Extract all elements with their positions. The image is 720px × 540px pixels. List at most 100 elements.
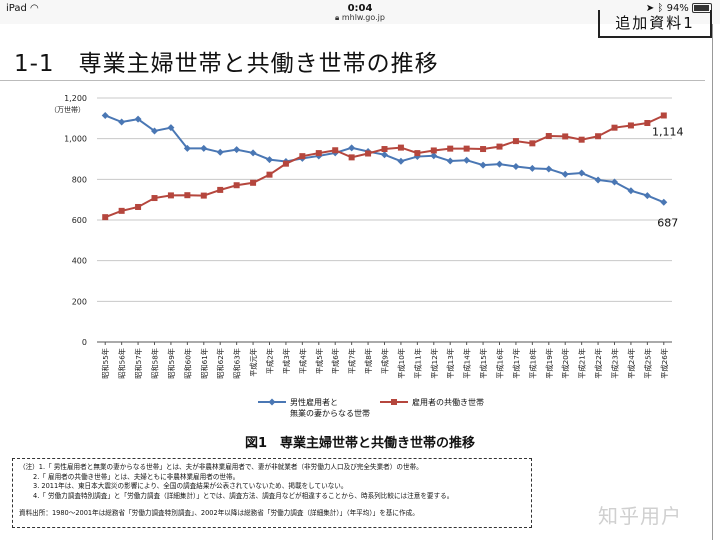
data-point [594,176,602,184]
data-point [447,145,454,152]
x-tick-label: 平成2年 [266,348,275,374]
notes-box: （注）1.「 男性雇用者と無業の妻からなる世帯」とは、夫が非農林業雇用者で、妻が… [12,458,532,528]
data-point [397,157,405,165]
x-tick-label: 平成3年 [282,348,291,374]
data-point [627,187,635,195]
figure-caption: 図1 専業主婦世帯と共働き世帯の推移 [244,436,476,451]
x-tick-label: 平成8年 [364,348,373,374]
data-point [118,118,126,126]
x-tick-label: 平成元年 [249,348,258,377]
data-point [200,192,207,199]
x-tick-label: 昭和58年 [151,348,160,379]
battery-indicator: ➤ ᛒ 94% [646,3,712,14]
data-point [167,192,174,199]
data-point [266,171,273,178]
y-unit-label: （万世帯） [50,105,85,114]
data-point [561,170,569,178]
x-tick-label: 平成22年 [594,348,603,379]
data-point [151,195,158,202]
x-tick-label: 昭和63年 [233,348,242,379]
data-point [135,203,142,210]
x-tick-label: 平成7年 [348,348,357,374]
x-tick-label: 昭和61年 [200,348,209,379]
page-edge-divider [712,24,713,540]
legend-label: 無業の妻からなる世帯 [290,408,370,418]
wifi-icon: ◠ [30,3,39,14]
x-tick-label: 平成11年 [413,348,422,379]
x-tick-label: 平成5年 [315,348,324,374]
data-point [102,214,109,221]
data-point [578,136,585,143]
x-tick-label: 昭和59年 [167,348,176,379]
data-point [183,144,191,152]
status-time: 0:04 [347,3,373,14]
note-3: 3. 2011年は、東日本大震災の影響により、全国の調査結果が公表されていないた… [33,482,348,490]
url-label[interactable]: 🔒︎ mhlw.go.jp [0,13,720,23]
additional-material-label: 追加資料1 [598,10,712,38]
x-tick-label: 平成6年 [331,348,340,374]
data-point [381,151,388,159]
x-tick-label: 平成16年 [496,348,505,379]
data-point [463,145,470,152]
data-point [528,164,536,172]
data-point [627,122,634,129]
battery-icon [692,3,712,13]
x-tick-label: 昭和56年 [118,348,127,379]
source-note: 資料出所：1980～2001年は総務省「労働力調査特別調査」、2002年以降は総… [19,509,419,517]
device-label: iPad ◠ [6,3,39,14]
data-point [611,178,618,186]
device-name: iPad [6,3,27,14]
legend-label: 雇用者の共働き世帯 [412,397,484,407]
data-point [101,111,109,119]
x-tick-label: 平成18年 [528,348,537,379]
data-point [430,147,437,154]
data-point [381,146,388,153]
end-value-label: 1,114 [652,125,684,138]
x-tick-label: 平成9年 [381,348,390,374]
data-point [496,143,503,150]
data-point [348,144,356,152]
note-2: 2.「 雇用者の共働き世帯」とは、夫婦ともに非農林業雇用者の世帯。 [33,472,240,481]
legend-marker [391,399,397,405]
data-point [595,133,602,140]
location-icon: ➤ [645,3,655,14]
y-tick-label: 1,000 [64,135,87,144]
note-4: 4.「 労働力調査特別調査」と「労働力調査（詳細集計）」とでは、調査方法、調査月… [33,491,454,500]
data-point [578,169,586,177]
x-tick-label: 平成10年 [397,348,406,379]
y-tick-label: 200 [72,297,87,306]
data-point [184,192,191,199]
data-point [233,182,240,189]
data-point [151,127,158,135]
watermark: 知乎用户 [598,504,682,528]
data-point [266,156,273,164]
x-tick-label: 平成13年 [446,348,455,379]
x-tick-label: 平成21年 [578,348,587,379]
x-tick-label: 平成26年 [660,348,669,379]
bluetooth-icon: ᛒ [657,3,664,14]
y-tick-label: 400 [72,257,87,266]
note-1: （注）1.「 男性雇用者と無業の妻からなる世帯」とは、夫が非農林業雇用者で、妻が… [19,463,423,471]
x-tick-label: 平成19年 [545,348,554,379]
data-point [134,115,142,123]
end-value-label: 687 [657,216,678,229]
data-point [446,157,454,165]
data-point [660,198,668,206]
x-tick-label: 平成4年 [298,348,307,374]
data-point [299,153,306,160]
y-tick-label: 1,200 [64,94,87,103]
data-point [397,144,404,151]
data-point [365,150,372,157]
x-tick-label: 昭和62年 [216,348,225,379]
data-point [200,144,208,152]
data-point [545,165,553,173]
data-point [512,163,520,171]
data-point [512,138,519,145]
legend-marker [268,398,276,406]
legend-label: 男性雇用者と [290,397,338,407]
data-point [414,150,421,157]
url-text: mhlw.go.jp [341,13,385,22]
y-tick-label: 0 [82,338,87,347]
data-point [529,140,536,147]
